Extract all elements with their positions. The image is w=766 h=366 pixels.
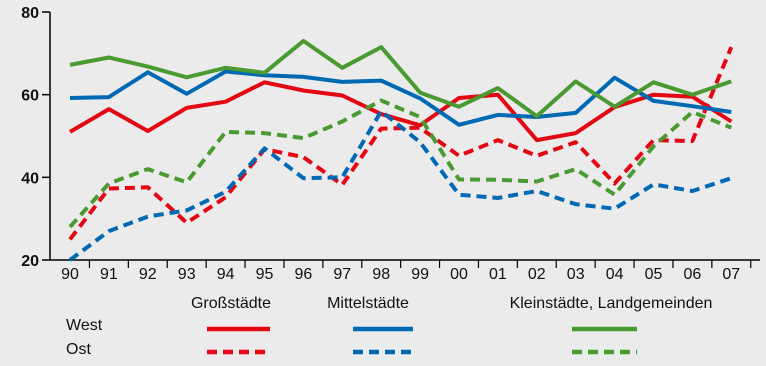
legend-group-label: Großstädte [191,295,271,312]
legend-row-label: West [66,317,103,334]
y-tick-label: 20 [21,253,39,270]
x-tick-label: 90 [61,266,79,283]
y-tick-label: 80 [21,5,39,22]
legend-group-label: Mittelstädte [327,295,409,312]
x-tick-label: 02 [528,266,546,283]
x-tick-label: 93 [178,266,196,283]
x-tick-label: 04 [606,266,624,283]
x-tick-label: 03 [567,266,585,283]
x-tick-label: 01 [489,266,507,283]
legend-row-label: Ost [66,341,91,358]
x-tick-label: 00 [450,266,468,283]
y-tick-label: 60 [21,88,39,105]
legend: Großstädte Mittelstädte Kleinstädte, Landg… [66,295,712,358]
x-tick-label: 06 [684,266,702,283]
series-layer [68,38,734,262]
x-tick-label: 99 [411,266,429,283]
series-line-3 [68,109,732,262]
series-line-1 [68,46,734,241]
x-tick-label: 94 [217,266,235,283]
axes: 20 40 60 80 90 91 92 93 94 95 96 97 98 99 00 01 02 03 04 05… [21,5,760,283]
series-line-5 [68,98,733,229]
x-tick-label: 92 [139,266,157,283]
legend-group-label: Kleinstädte, Landgemeinden [510,295,713,312]
series-line-2 [69,69,732,127]
series-line-0 [68,80,733,143]
x-tick-label: 07 [722,266,740,283]
x-tick-label: 91 [100,266,118,283]
x-tick-label: 98 [372,266,390,283]
x-tick-label: 05 [645,266,663,283]
x-tick-label: 97 [333,266,351,283]
series-line-4 [69,38,732,119]
x-tick-label: 96 [295,266,313,283]
x-tick-label: 95 [256,266,274,283]
y-tick-label: 40 [21,170,39,187]
